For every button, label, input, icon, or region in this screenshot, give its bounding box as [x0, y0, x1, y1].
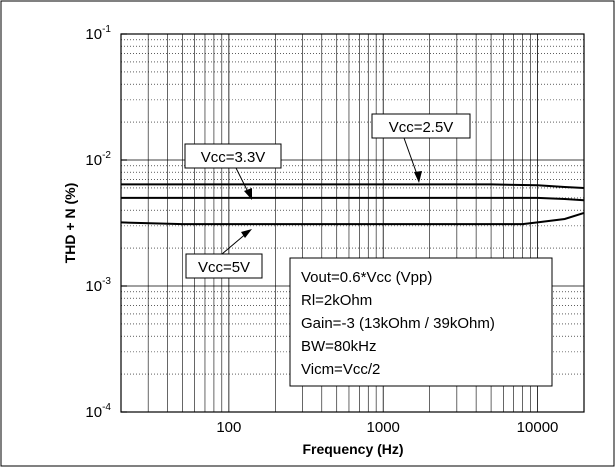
callout-vcc-5: Vcc=5V	[185, 229, 263, 279]
y-tick-label: 10-1	[85, 24, 111, 43]
callout-vcc-3-3: Vcc=3.3V	[184, 143, 282, 200]
x-axis-label: Frequency (Hz)	[302, 441, 403, 457]
series-group	[120, 183, 585, 226]
callout-box	[371, 113, 471, 139]
y-axis-label: THD + N (%)	[62, 183, 78, 264]
condition-line: BW=80kHz	[301, 338, 376, 355]
series-line-3	[120, 211, 585, 226]
condition-line: Vicm=Vcc/2	[301, 361, 380, 378]
callout-text-vcc-5: Vcc=5V	[198, 259, 250, 276]
callout-vcc-2-5: Vcc=2.5V	[371, 113, 471, 183]
y-tick-exponent: -4	[102, 402, 111, 413]
y-tick-label: 10-4	[85, 402, 111, 421]
arrow-head	[244, 188, 252, 200]
x-tick-label: 10000	[517, 419, 559, 436]
y-tick-label: 10-3	[85, 276, 111, 295]
arrow-head	[241, 229, 252, 238]
condition-line: Gain=-3 (13kOhm / 39kOhm)	[301, 315, 495, 332]
callout-box	[185, 253, 263, 279]
y-tick-exponent: -1	[102, 24, 111, 35]
callout-text-vcc-2-5: Vcc=2.5V	[389, 119, 454, 136]
x-tick-label: 1000	[367, 419, 400, 436]
callout-box	[184, 143, 282, 169]
condition-line: Vout=0.6*Vcc (Vpp)	[301, 269, 432, 286]
condition-line: Rl=2kOhm	[301, 292, 372, 309]
y-tick-base: 10	[85, 152, 102, 169]
y-tick-base: 10	[85, 26, 102, 43]
conditions-box: Vout=0.6*Vcc (Vpp) Rl=2kOhm Gain=-3 (13k…	[289, 257, 553, 387]
series-line-2	[121, 196, 585, 202]
y-tick-base: 10	[85, 404, 102, 421]
conditions-box-frame	[289, 257, 553, 387]
plot-area-border	[120, 33, 585, 413]
y-tick-exponent: -3	[102, 276, 111, 287]
series-line-1	[121, 183, 585, 189]
arrow-head	[414, 171, 422, 183]
y-tick-label: 10-2	[85, 150, 111, 169]
x-tick-label: 100	[216, 419, 241, 436]
y-tick-exponent: -2	[102, 150, 111, 161]
y-tick-base: 10	[85, 278, 102, 295]
callout-text-vcc-3-3: Vcc=3.3V	[201, 149, 266, 166]
